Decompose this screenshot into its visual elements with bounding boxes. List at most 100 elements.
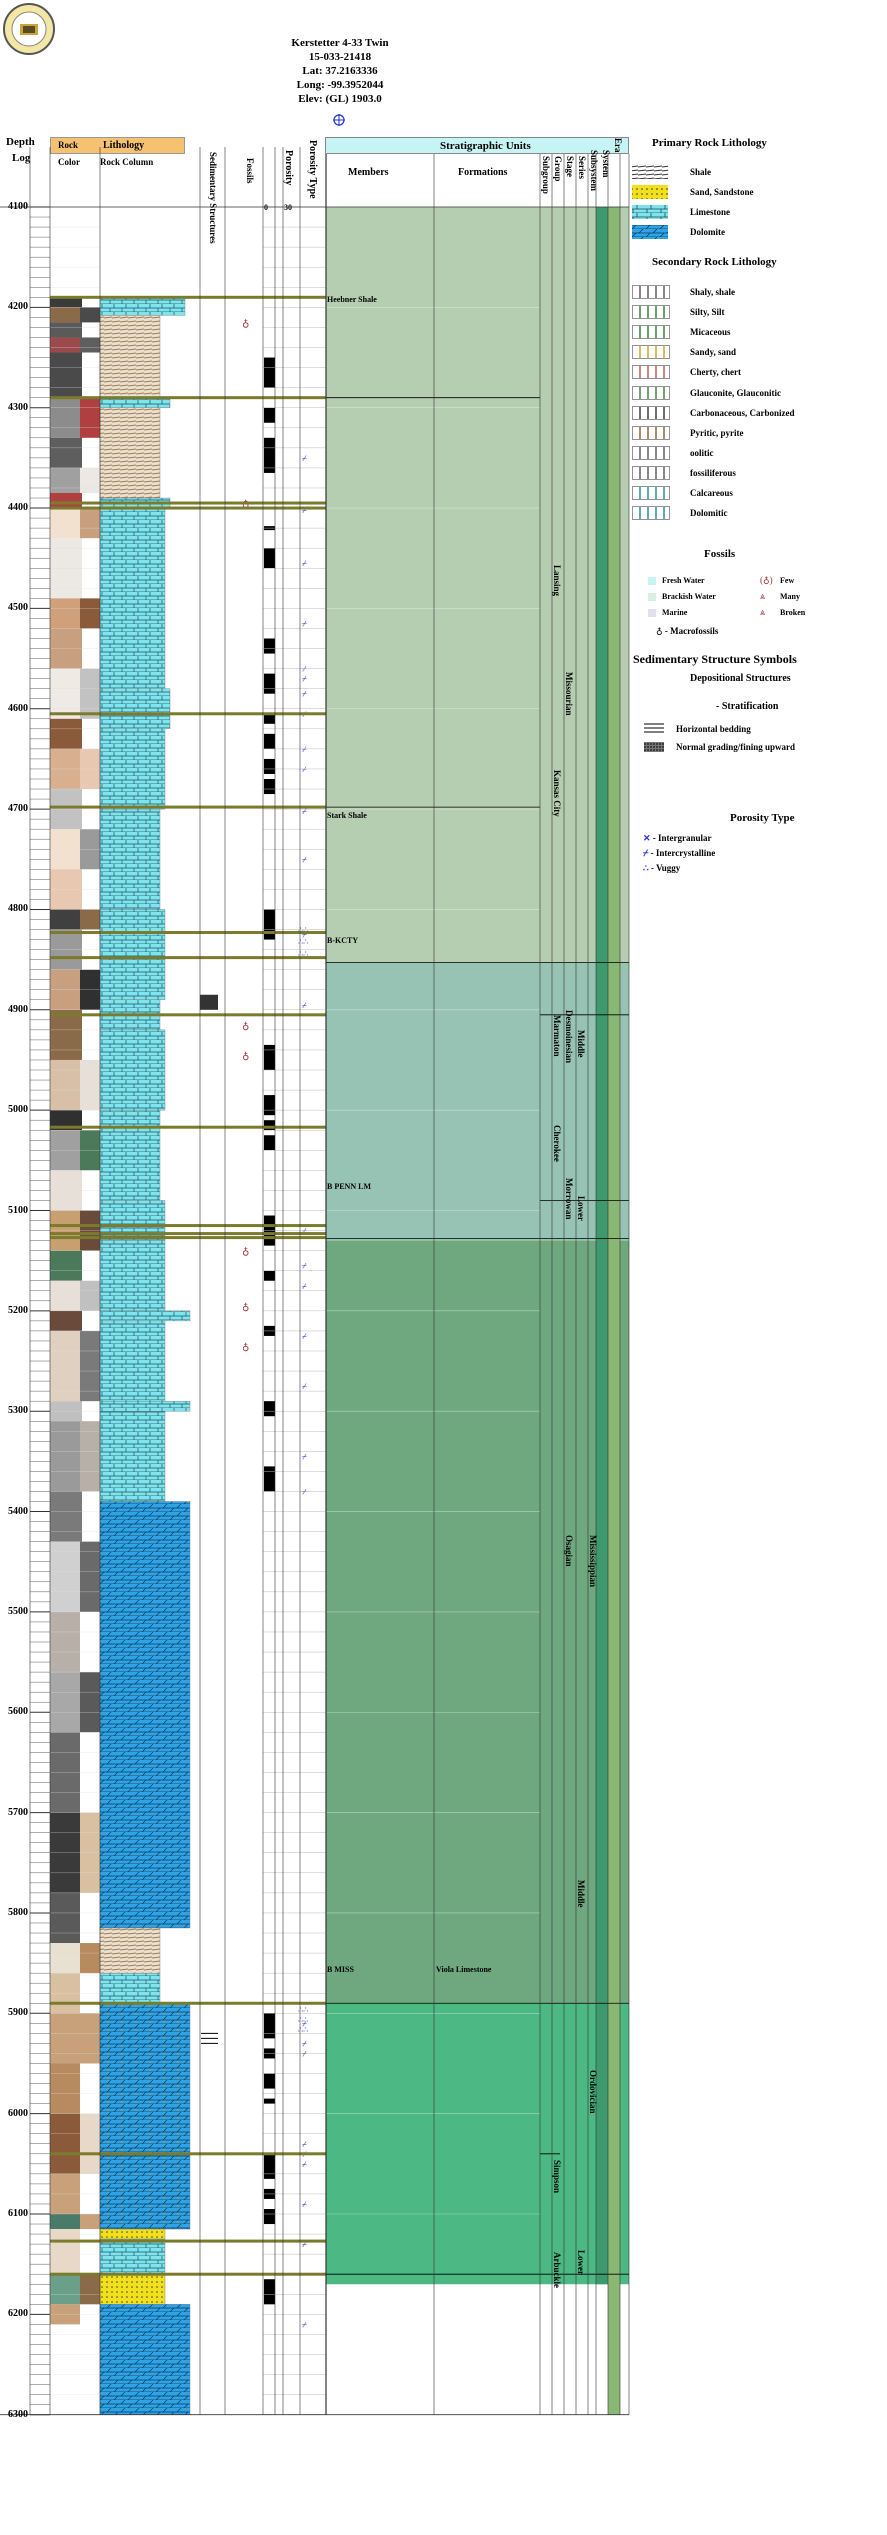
rock-color-interval xyxy=(50,2013,80,2064)
strat-header-bar xyxy=(325,137,629,154)
rock-color-interval xyxy=(80,598,100,629)
lithology-header-bar xyxy=(50,137,185,154)
intergranular-icon: ✕ xyxy=(643,833,651,843)
lithology-interval xyxy=(99,1310,191,1322)
legend-vuggy: ∴ - Vuggy xyxy=(643,863,680,874)
formation-top-line xyxy=(50,501,326,505)
lithology-interval xyxy=(99,2228,166,2240)
depth-label: 5700 xyxy=(8,1806,28,1818)
lithology-interval xyxy=(99,1029,166,1111)
porosity-type-symbol: ⌿ xyxy=(302,2140,307,2149)
fossil-symbol: ♁ xyxy=(242,1302,249,1313)
crosshair-icon[interactable] xyxy=(333,114,345,126)
well-elev: Elev: (GL) 1903.0 xyxy=(298,93,382,105)
lithology-interval xyxy=(99,1501,191,1929)
rock-color-interval xyxy=(80,307,100,323)
depth-label: 6100 xyxy=(8,2208,28,2219)
stratification-title: - Stratification xyxy=(716,701,779,712)
porosity-type-symbol: ⌿ xyxy=(302,665,307,674)
fossil-env-label: Fresh Water xyxy=(662,576,705,585)
strat-cherokee: Cherokee xyxy=(552,1125,562,1162)
sand-swatch xyxy=(632,185,668,199)
formation-top-line xyxy=(50,295,326,299)
rock-color-interval xyxy=(50,1310,82,1331)
lithology-interval xyxy=(99,2304,191,2415)
formation-top-line xyxy=(50,956,326,960)
formation-top-line xyxy=(50,1125,326,1129)
rock-color-interval xyxy=(50,492,82,509)
formation-top-line xyxy=(50,2239,326,2243)
rock-header: Rock xyxy=(58,140,78,150)
rock-color-interval xyxy=(80,337,100,353)
secondary-lithology-label: Glauconite, Glauconitic xyxy=(690,387,781,398)
strat-ordovician: Ordovician xyxy=(588,2070,598,2114)
porosity-type-symbol: ⌿ xyxy=(302,506,307,515)
lithology-interval xyxy=(99,1240,166,1312)
lithology-interval xyxy=(99,2238,166,2275)
rock-column-header: Rock Column xyxy=(100,157,154,167)
porosity-type-symbol: ⌿ xyxy=(302,745,307,754)
rock-color-interval xyxy=(50,2063,80,2114)
depth-label: 4500 xyxy=(8,602,28,614)
secondary-lithology-label: Sandy, sand xyxy=(690,347,737,358)
porosity-type-symbol: ⌿ xyxy=(302,855,307,864)
legend-intergranular: ✕ - Intergranular xyxy=(643,833,712,844)
legend-intercrystalline: ⌿ - Intercrystalline xyxy=(643,848,715,859)
depth-label: 5200 xyxy=(8,1304,28,1316)
lithology-interval xyxy=(99,1400,191,1412)
well-api: 15-033-21418 xyxy=(308,51,372,63)
members-header: Members xyxy=(348,167,389,178)
depth-header: Depth xyxy=(6,136,35,148)
rock-color-interval xyxy=(50,718,82,749)
rock-color-interval xyxy=(50,668,82,719)
depth-label: 4200 xyxy=(8,301,28,313)
kgs-logo xyxy=(3,3,55,55)
strat-band xyxy=(326,2003,629,2285)
formation-top-line xyxy=(50,2272,326,2276)
porosity-type-symbol: ⌿ xyxy=(302,807,307,816)
fossil-abundance-label: Few xyxy=(780,576,795,585)
lithology-interval xyxy=(99,1410,166,1502)
rock-color-interval xyxy=(50,1059,82,1111)
vuggy-icon: ∴ xyxy=(643,863,649,873)
secondary-lithology-swatch xyxy=(632,325,670,340)
porosity-bar xyxy=(264,2013,275,2039)
porosity-bar xyxy=(264,638,275,654)
formation-label: Viola Limestone xyxy=(436,1965,492,1974)
sed-structure-icons xyxy=(644,723,664,752)
secondary-lithology-label: Calcareous xyxy=(690,488,733,498)
macrofossil-icon: ♁ xyxy=(656,626,663,636)
rock-color-interval xyxy=(80,467,100,493)
vuggy-symbol: ∴∴ xyxy=(298,2025,308,2034)
porosity-type-symbol: ⌿ xyxy=(302,454,307,463)
system-header: System xyxy=(601,150,611,178)
lithology-interval xyxy=(99,1109,161,1201)
member-label: B-KCTY xyxy=(327,936,359,945)
depth-label: 5300 xyxy=(8,1405,28,1417)
secondary-lithology-label: fossiliferous xyxy=(690,467,736,478)
secondary-lithology-label: Shaly, shale xyxy=(690,287,736,297)
porosity-type-symbol: ⌿ xyxy=(302,765,307,774)
porosity-type-symbol: ⌿ xyxy=(302,1001,307,1010)
secondary-lithology-label: Silty, Silt xyxy=(690,307,725,318)
rock-color-interval xyxy=(50,508,82,539)
lithology-header: Lithology xyxy=(103,140,145,151)
porosity-type-symbol: ⌿ xyxy=(302,2160,307,2169)
lithology-interval xyxy=(99,1972,161,2004)
porosity-type-symbol: ⌿ xyxy=(302,1262,307,1271)
secondary-lithology-swatch xyxy=(632,445,670,460)
formations-header: Formations xyxy=(458,167,508,178)
well-log-chart: ⌿⌿⌿⌿⌿⌿⌿⌿⌿⌿⌿⌿⌿⌿⌿⌿⌿⌿⌿⌿⌿⌿⌿⌿⌿⌿⌿⌿⌿⌿∴∴∴∴∴∴∴∴∴∴… xyxy=(0,147,630,2416)
rock-color-interval xyxy=(50,1672,80,1733)
rock-color-interval xyxy=(50,337,82,353)
member-label: B PENN LM xyxy=(327,1182,371,1191)
porosity-type-symbol: ⌿ xyxy=(302,2049,307,2058)
depth-label: 4600 xyxy=(8,702,28,714)
rock-color-interval xyxy=(50,397,82,438)
fossil-env-swatch xyxy=(648,593,656,601)
legend-sand: Sand, Sandstone xyxy=(690,187,754,197)
porosity-type-symbol: ⌿ xyxy=(302,2039,307,2048)
rock-color-interval xyxy=(80,1059,100,1111)
porosity-max: 30 xyxy=(284,203,292,212)
porosity-type-symbol: ⌿ xyxy=(302,1487,307,1496)
